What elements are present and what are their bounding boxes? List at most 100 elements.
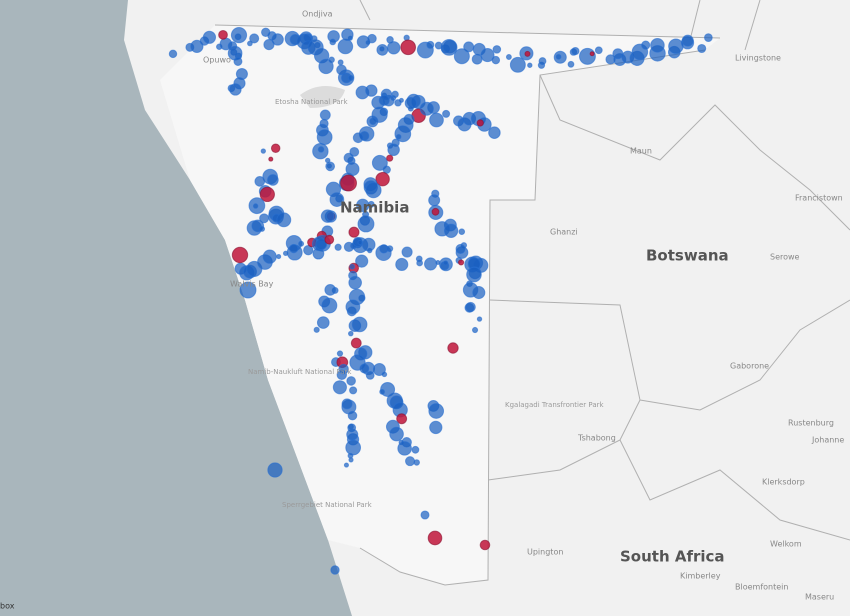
location-marker xyxy=(239,281,257,299)
location-marker xyxy=(316,316,330,329)
location-marker xyxy=(440,38,458,56)
location-marker xyxy=(330,565,340,575)
location-marker xyxy=(349,263,356,270)
location-marker xyxy=(267,174,279,186)
location-marker xyxy=(379,388,385,395)
location-marker xyxy=(397,441,412,456)
location-marker xyxy=(324,284,337,296)
location-marker xyxy=(472,286,486,300)
location-marker xyxy=(365,84,378,97)
location-marker xyxy=(345,299,361,315)
location-marker xyxy=(443,260,449,266)
location-marker xyxy=(348,226,360,238)
location-marker xyxy=(341,28,354,41)
namibia-border xyxy=(214,24,721,586)
location-marker xyxy=(466,266,482,283)
location-marker xyxy=(476,316,483,322)
location-marker xyxy=(589,51,595,57)
place-label: Klerksdorp xyxy=(762,478,805,487)
place-label: Maseru xyxy=(805,593,834,602)
location-marker xyxy=(527,62,533,68)
location-marker xyxy=(337,38,354,55)
location-marker xyxy=(431,207,440,216)
location-marker xyxy=(276,212,292,228)
location-marker xyxy=(465,301,476,313)
location-marker xyxy=(317,146,325,153)
place-label: Maun xyxy=(630,147,652,156)
location-marker xyxy=(315,238,328,251)
location-marker xyxy=(190,39,204,53)
country-label: Namibia xyxy=(340,199,409,217)
etosha-pan xyxy=(300,86,345,108)
location-marker xyxy=(429,112,444,128)
location-marker xyxy=(337,59,344,66)
location-marker xyxy=(347,74,354,81)
place-label: Ondjiva xyxy=(302,10,333,19)
location-marker xyxy=(457,259,465,266)
location-marker xyxy=(538,57,547,66)
location-marker xyxy=(411,445,420,454)
location-marker xyxy=(268,156,274,162)
location-marker xyxy=(263,39,275,51)
location-marker xyxy=(398,97,404,103)
labels: Ondjiva Opuwo Etosha National Park Livin… xyxy=(0,10,844,611)
place-label: Welkom xyxy=(770,540,802,549)
location-marker xyxy=(491,55,501,65)
location-marker xyxy=(381,371,388,378)
location-marker xyxy=(336,64,347,76)
location-marker xyxy=(668,38,684,54)
place-label: Upington xyxy=(527,548,563,557)
location-marker xyxy=(524,50,531,57)
location-marker xyxy=(318,58,334,75)
location-marker xyxy=(271,33,284,46)
location-marker xyxy=(254,176,266,187)
place-label: Bloemfontein xyxy=(735,583,788,592)
location-marker xyxy=(276,254,282,260)
location-marker xyxy=(594,46,603,55)
location-marker xyxy=(365,182,382,199)
location-marker xyxy=(555,53,562,60)
location-marker xyxy=(453,48,470,65)
location-marker xyxy=(320,209,335,223)
location-marker xyxy=(259,225,266,232)
location-marker xyxy=(218,29,228,40)
ocean xyxy=(0,0,352,616)
location-marker xyxy=(352,132,364,144)
location-marker xyxy=(233,56,243,66)
place-label: Opuwo xyxy=(203,56,231,65)
location-marker xyxy=(405,456,416,467)
location-marker xyxy=(348,275,362,290)
place-label: Kimberley xyxy=(680,572,721,581)
location-marker xyxy=(479,539,491,551)
location-marker xyxy=(415,255,423,263)
location-marker xyxy=(386,245,394,253)
location-marker xyxy=(396,413,408,425)
location-marker xyxy=(391,90,399,99)
location-marker xyxy=(612,48,624,60)
location-marker xyxy=(260,148,266,154)
location-marker xyxy=(426,40,435,49)
place-label: Gaborone xyxy=(730,362,769,371)
location-marker xyxy=(332,380,347,395)
location-marker xyxy=(355,254,369,268)
location-marker xyxy=(447,342,459,354)
location-marker xyxy=(319,109,331,121)
location-marker xyxy=(343,152,354,163)
location-marker xyxy=(476,119,484,127)
place-label: Walvis Bay xyxy=(230,280,274,289)
location-marker xyxy=(350,337,362,349)
place-label: Johanne xyxy=(811,436,844,445)
location-marker xyxy=(455,243,466,254)
location-marker xyxy=(458,228,466,236)
location-marker xyxy=(428,403,445,419)
location-marker xyxy=(571,46,580,56)
location-marker xyxy=(697,43,707,54)
park-label: Etosha National Park xyxy=(275,98,349,106)
location-marker xyxy=(371,154,388,171)
location-marker xyxy=(262,249,277,264)
location-marker xyxy=(375,171,390,187)
location-marker xyxy=(471,326,479,334)
location-marker xyxy=(389,426,404,442)
location-marker xyxy=(413,459,420,466)
location-marker xyxy=(641,40,651,50)
